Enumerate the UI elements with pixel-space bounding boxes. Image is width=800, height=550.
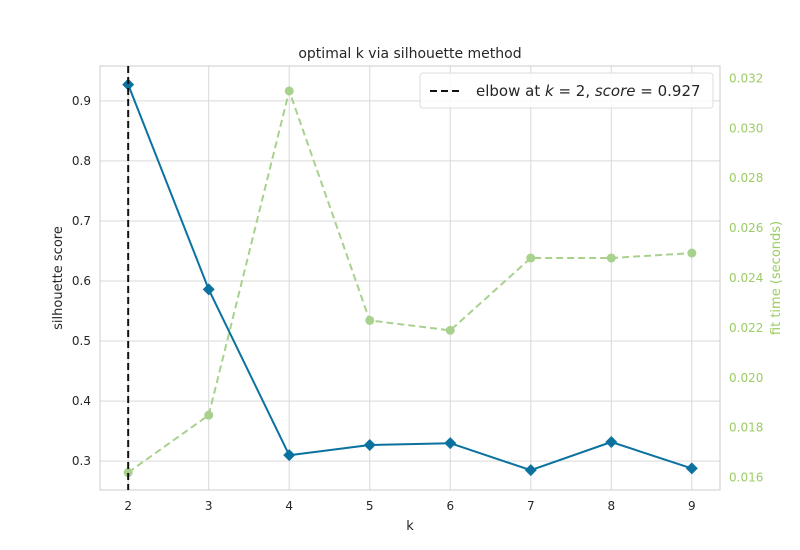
legend-elbow-label: elbow at k = 2, score = 0.927 <box>476 82 701 100</box>
silhouette-point <box>202 283 215 296</box>
silhouette-point <box>444 437 457 450</box>
y2-tick-label: 0.032 <box>729 71 763 85</box>
y2-tick-label: 0.026 <box>729 221 763 235</box>
fit-time-point <box>526 253 536 263</box>
fit-time-series <box>123 86 697 478</box>
chart-title: optimal k via silhouette method <box>298 46 521 62</box>
fit-time-point <box>284 86 294 96</box>
y-tick-label: 0.5 <box>72 334 91 348</box>
y2-tick-label: 0.028 <box>729 171 763 185</box>
y2-tick-label: 0.022 <box>729 321 763 335</box>
y-tick-label: 0.8 <box>72 154 91 168</box>
legend-score-var: score <box>595 82 636 100</box>
y-tick-label: 0.7 <box>72 214 91 228</box>
y2-axis-title: fit time (seconds) <box>769 221 784 335</box>
fit-time-point <box>445 325 455 335</box>
y-tick-label: 0.4 <box>72 394 91 408</box>
legend-mid: = 2, <box>554 82 595 100</box>
x-tick-label: 9 <box>688 499 696 513</box>
silhouette-line <box>127 84 693 472</box>
legend-prefix: elbow at <box>476 82 545 100</box>
legend-suffix: = 0.927 <box>636 82 701 100</box>
silhouette-point <box>283 449 296 462</box>
x-tick-label: 5 <box>366 499 374 513</box>
y2-tick-label: 0.020 <box>729 371 763 385</box>
silhouette-series <box>122 78 698 477</box>
y2-tick-label: 0.024 <box>729 271 763 285</box>
y-tick-label: 0.9 <box>72 94 91 108</box>
fit-time-point <box>606 253 616 263</box>
y-tick-label: 0.3 <box>72 454 91 468</box>
fit-time-point <box>687 248 697 258</box>
y2-tick-label: 0.018 <box>729 421 763 435</box>
fit-time-point <box>123 468 133 478</box>
x-tick-label: 4 <box>285 499 293 513</box>
silhouette-point <box>363 438 376 451</box>
tick-layer: 2 3 4 5 6 7 8 9 0.3 0.4 0.5 0.6 0.7 0.8 0.9 0.016 0.018 0… <box>72 71 763 513</box>
y-tick-label: 0.6 <box>72 274 91 288</box>
x-tick-label: 6 <box>446 499 454 513</box>
silhouette-point <box>605 435 618 448</box>
grid-layer <box>100 66 720 490</box>
fit-time-point <box>204 410 214 420</box>
x-tick-label: 2 <box>124 499 132 513</box>
legend: elbow at k = 2, score = 0.927 <box>419 72 714 109</box>
legend-box <box>419 72 714 109</box>
x-tick-label: 7 <box>527 499 535 513</box>
silhouette-point <box>524 464 537 477</box>
plot-frame <box>99 65 721 491</box>
y2-tick-label: 0.016 <box>729 471 763 485</box>
silhouette-point <box>685 462 698 475</box>
fit-time-line <box>127 89 692 474</box>
fit-time-point <box>365 315 375 325</box>
legend-k-var: k <box>545 82 555 100</box>
x-tick-label: 3 <box>205 499 213 513</box>
y2-tick-label: 0.030 <box>729 121 763 135</box>
silhouette-point <box>122 78 135 91</box>
x-tick-label: 8 <box>607 499 615 513</box>
x-axis-title: k <box>406 519 414 534</box>
y-axis-title: silhouette score <box>51 226 66 330</box>
